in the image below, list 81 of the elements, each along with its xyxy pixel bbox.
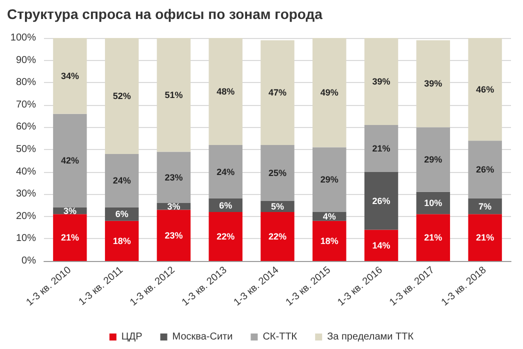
data-label: 46% xyxy=(476,84,494,94)
data-label: 22% xyxy=(268,231,287,242)
data-label: 52% xyxy=(112,90,131,101)
y-tick-label: 40% xyxy=(16,166,36,178)
bar xyxy=(104,38,139,154)
y-tick-label: 10% xyxy=(16,233,36,244)
data-label: 48% xyxy=(216,86,235,97)
bar xyxy=(364,38,398,125)
data-label: 23% xyxy=(164,230,183,240)
data-label: 21% xyxy=(476,232,494,243)
y-tick-label: 30% xyxy=(16,188,36,200)
data-label: 47% xyxy=(268,88,287,98)
legend-label: За пределами ТТК xyxy=(327,332,414,342)
bar xyxy=(416,40,450,128)
bar xyxy=(468,38,502,141)
data-label: 7% xyxy=(478,201,492,212)
data-label: 3% xyxy=(63,206,76,216)
data-label: 22% xyxy=(216,231,235,242)
data-label: 25% xyxy=(268,168,287,178)
bar xyxy=(260,145,294,201)
legend-label: СК-ТТК xyxy=(262,332,298,342)
data-label: 21% xyxy=(60,232,79,243)
y-tick-label: 80% xyxy=(16,77,36,88)
bar xyxy=(156,210,191,261)
y-tick-label: 70% xyxy=(16,99,36,110)
bar xyxy=(416,214,450,261)
bar xyxy=(53,214,87,261)
bar xyxy=(468,140,502,199)
data-label: 29% xyxy=(424,154,442,165)
bar xyxy=(416,127,450,192)
data-label: 5% xyxy=(270,201,284,212)
bar xyxy=(364,172,398,230)
data-label: 26% xyxy=(476,164,494,175)
bar xyxy=(104,220,139,261)
data-label: 29% xyxy=(320,174,338,185)
bar xyxy=(208,145,242,199)
data-label: 10% xyxy=(424,198,442,208)
bar xyxy=(312,38,346,148)
data-label: 34% xyxy=(60,70,79,81)
data-label: 18% xyxy=(112,236,131,246)
bar xyxy=(364,230,398,261)
y-tick-label: 100% xyxy=(10,32,36,44)
legend-label: ЦДР xyxy=(121,332,143,342)
y-tick-label: 50% xyxy=(16,144,36,155)
data-label: 42% xyxy=(60,156,79,166)
data-label: 39% xyxy=(372,76,390,86)
data-label: 23% xyxy=(164,172,183,182)
bar xyxy=(468,198,502,214)
bar xyxy=(208,38,242,146)
bar xyxy=(364,124,398,172)
data-label: 6% xyxy=(115,209,128,220)
bar xyxy=(312,220,346,261)
y-tick-label: 90% xyxy=(16,54,36,66)
bar xyxy=(312,147,346,212)
y-tick-label: 60% xyxy=(16,122,36,133)
bar xyxy=(156,38,191,152)
bar xyxy=(208,212,242,261)
bar xyxy=(260,212,294,261)
data-label: 24% xyxy=(112,176,131,186)
data-label: 21% xyxy=(424,232,442,243)
data-label: 6% xyxy=(219,200,232,210)
bar xyxy=(104,154,139,208)
data-label: 14% xyxy=(372,240,390,250)
bar xyxy=(53,38,87,114)
y-tick-label: 0% xyxy=(22,256,36,266)
bar xyxy=(468,214,502,261)
data-label: 21% xyxy=(372,143,390,154)
legend-label: Москва-Сити xyxy=(172,332,233,342)
data-label: 51% xyxy=(164,90,183,100)
data-label: 24% xyxy=(216,166,235,177)
data-label: 4% xyxy=(322,211,336,222)
data-label: 18% xyxy=(320,236,338,246)
y-tick-label: 20% xyxy=(16,210,36,222)
bar xyxy=(156,152,191,204)
data-label: 49% xyxy=(320,88,338,98)
data-label: 3% xyxy=(167,201,180,212)
data-label: 39% xyxy=(424,78,442,89)
chart-title: Структура спроса на офисы по зонам города xyxy=(7,6,323,22)
bar xyxy=(53,114,87,208)
data-label: 26% xyxy=(372,196,390,206)
bar xyxy=(260,40,294,146)
